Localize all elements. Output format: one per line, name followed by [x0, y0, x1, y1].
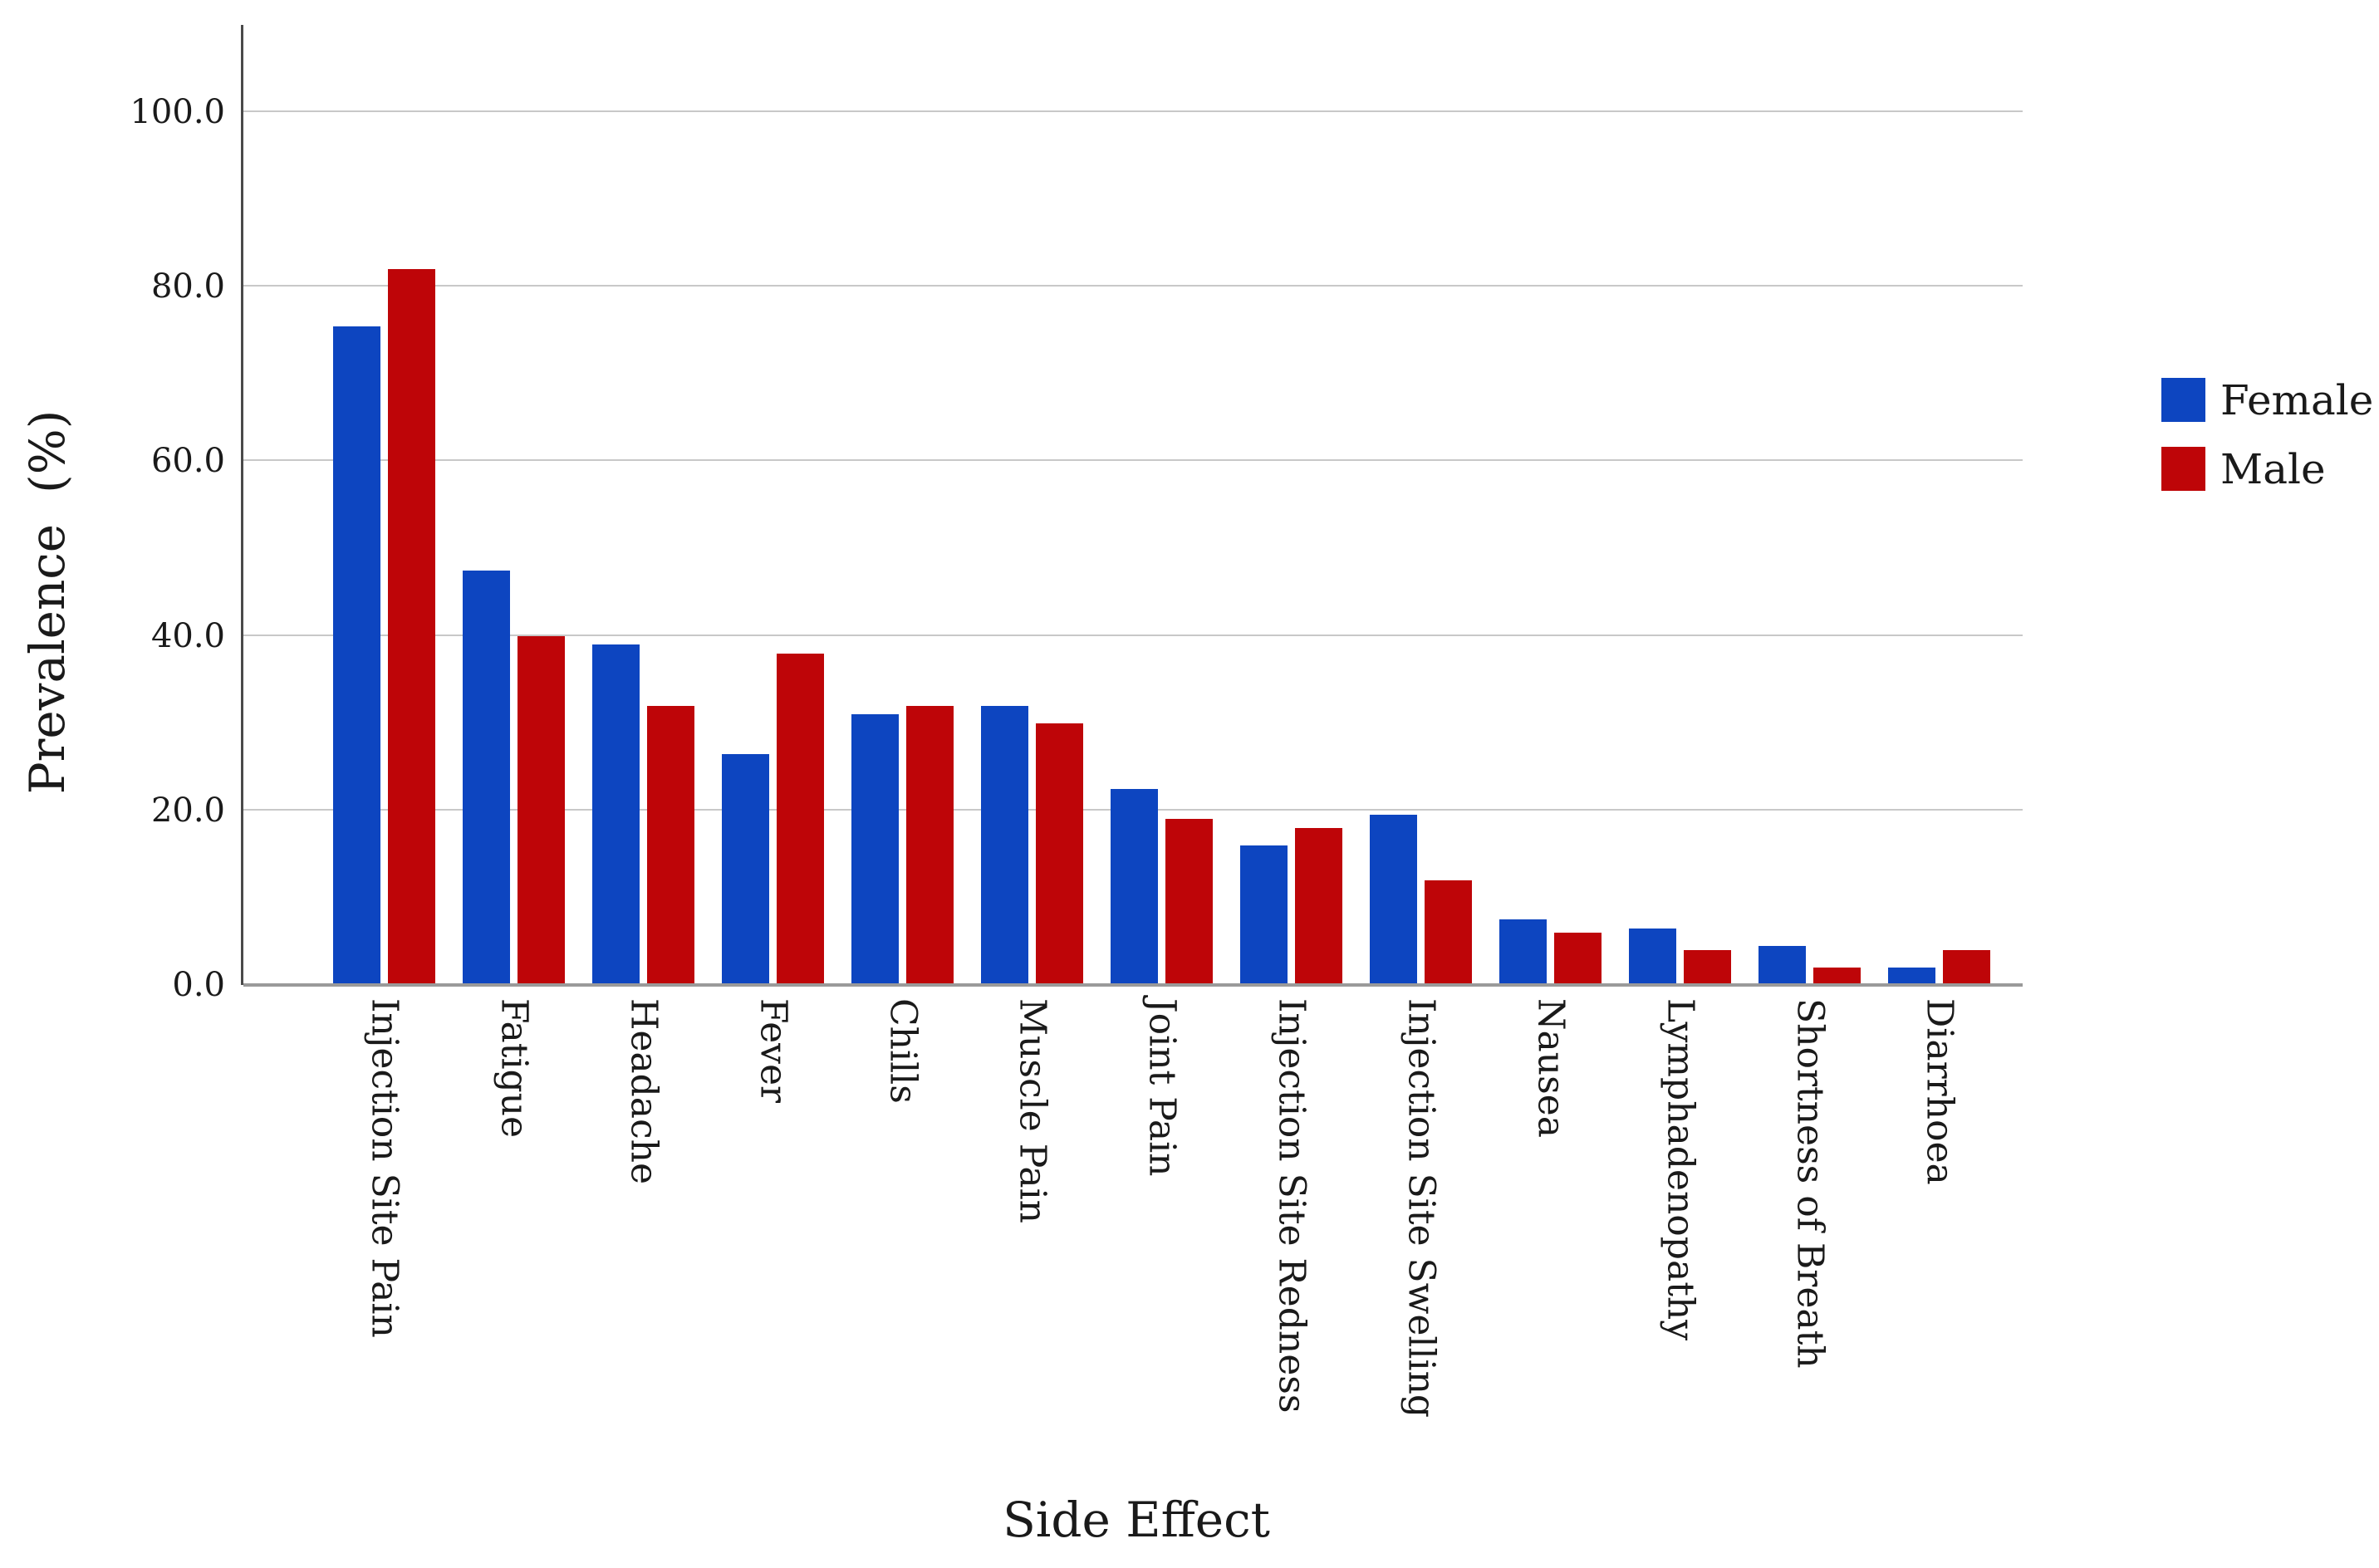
x-label-injection-site-redness: Injection Site Redness	[1270, 998, 1313, 1414]
x-label-fever: Fever	[752, 998, 795, 1104]
x-label-injection-site-pain: Injection Site Pain	[363, 998, 406, 1338]
x-label-cell-injection-site-swelling: Injection Site Swelling	[1370, 998, 1472, 1418]
bar-group-injection-site-redness	[1240, 25, 1342, 985]
bar-male-muscle-pain	[1036, 723, 1083, 985]
bar-male-injection-site-pain	[388, 269, 435, 985]
x-label-shortness-of-breath: Shortness of Breath	[1788, 998, 1832, 1369]
x-label-cell-injection-site-redness: Injection Site Redness	[1240, 998, 1342, 1418]
x-axis-labels: Injection Site Pain Fatigue Headache Fever C…	[243, 998, 2023, 1418]
gridline-80	[243, 285, 2023, 287]
x-axis-line	[243, 983, 2023, 987]
bar-group-injection-site-swelling	[1370, 25, 1472, 985]
x-label-cell-lymphadenopathy: Lymphadenopathy	[1629, 998, 1731, 1418]
x-label-nausea: Nausea	[1529, 998, 1572, 1138]
bar-male-diarrhoea	[1943, 949, 1990, 985]
bar-female-nausea	[1499, 919, 1547, 985]
bar-group-diarrhoea	[1888, 25, 1990, 985]
x-label-cell-fever: Fever	[722, 998, 824, 1418]
bar-male-headache	[647, 705, 694, 985]
legend-swatch-female	[2161, 378, 2205, 422]
y-axis-title: Prevalence (%)	[19, 409, 76, 795]
bar-female-injection-site-redness	[1240, 845, 1288, 985]
gridline-100	[243, 110, 2023, 113]
bars-container	[243, 25, 2023, 985]
x-label-joint-pain: Joint Pain	[1140, 998, 1184, 1177]
x-label-chills: Chills	[881, 998, 925, 1104]
x-label-cell-headache: Headache	[592, 998, 694, 1418]
bar-group-joint-pain	[1111, 25, 1213, 985]
x-label-muscle-pain: Muscle Pain	[1011, 998, 1054, 1223]
bar-group-lymphadenopathy	[1629, 25, 1731, 985]
bar-group-headache	[592, 25, 694, 985]
x-label-fatigue: Fatigue	[493, 998, 536, 1139]
x-label-cell-fatigue: Fatigue	[463, 998, 565, 1418]
bar-male-joint-pain	[1165, 819, 1213, 985]
y-tick-label-20.0: 20.0	[150, 791, 225, 830]
bar-group-chills	[851, 25, 954, 985]
bar-female-injection-site-pain	[333, 326, 380, 985]
bar-female-diarrhoea	[1888, 967, 1935, 985]
bar-group-injection-site-pain	[333, 25, 435, 985]
y-tick-label-40.0: 40.0	[150, 616, 225, 655]
plot-area: 0.0 20.0 40.0 60.0 80.0 100.0 Injection Site …	[130, 25, 2023, 1418]
y-tick-label-0.0: 0.0	[172, 966, 225, 1004]
bar-female-fever	[722, 753, 769, 985]
bar-male-injection-site-swelling	[1425, 880, 1472, 985]
bar-group-nausea	[1499, 25, 1602, 985]
y-tick-label-60.0: 60.0	[150, 442, 225, 481]
x-label-headache: Headache	[622, 998, 665, 1185]
bar-group-fatigue	[463, 25, 565, 985]
bar-group-muscle-pain	[981, 25, 1083, 985]
bar-female-headache	[592, 644, 640, 985]
x-axis-title: Side Effect	[1003, 1492, 1270, 1548]
bar-male-injection-site-redness	[1295, 827, 1342, 985]
x-label-cell-shortness-of-breath: Shortness of Breath	[1758, 998, 1861, 1418]
bar-female-shortness-of-breath	[1758, 945, 1806, 985]
bar-female-fatigue	[463, 570, 510, 985]
legend-swatch-male	[2161, 447, 2205, 491]
bar-female-joint-pain	[1111, 788, 1158, 985]
bar-male-fever	[777, 653, 824, 985]
bar-male-lymphadenopathy	[1684, 949, 1731, 985]
legend-label-male: Male	[2220, 444, 2326, 493]
x-label-cell-injection-site-pain: Injection Site Pain	[333, 998, 435, 1418]
x-label-cell-muscle-pain: Muscle Pain	[981, 998, 1083, 1418]
bar-male-nausea	[1554, 932, 1602, 985]
y-axis-line	[241, 25, 243, 985]
x-label-diarrhoea: Diarrhoea	[1918, 998, 1961, 1185]
bar-male-fatigue	[517, 635, 565, 985]
x-label-cell-joint-pain: Joint Pain	[1111, 998, 1213, 1418]
bar-female-chills	[851, 714, 899, 985]
x-label-injection-site-swelling: Injection Site Swelling	[1400, 998, 1443, 1419]
x-label-cell-diarrhoea: Diarrhoea	[1888, 998, 1990, 1418]
bar-female-lymphadenopathy	[1629, 928, 1676, 985]
legend-label-female: Female	[2220, 375, 2374, 424]
bar-group-fever	[722, 25, 824, 985]
bar-male-chills	[906, 705, 954, 985]
legend: Female Male	[2161, 378, 2373, 491]
gridline-60	[243, 459, 2023, 462]
bar-female-muscle-pain	[981, 705, 1028, 985]
bar-female-injection-site-swelling	[1370, 815, 1417, 985]
x-label-cell-nausea: Nausea	[1499, 998, 1602, 1418]
bar-male-shortness-of-breath	[1813, 967, 1861, 985]
y-tick-label-100.0: 100.0	[130, 93, 225, 132]
gridline-40	[243, 634, 2023, 636]
legend-entry-female: Female	[2161, 378, 2373, 422]
legend-entry-male: Male	[2161, 447, 2373, 491]
x-label-lymphadenopathy: Lymphadenopathy	[1659, 998, 1702, 1341]
bar-group-shortness-of-breath	[1758, 25, 1861, 985]
x-label-cell-chills: Chills	[851, 998, 954, 1418]
y-tick-label-80.0: 80.0	[150, 267, 225, 306]
